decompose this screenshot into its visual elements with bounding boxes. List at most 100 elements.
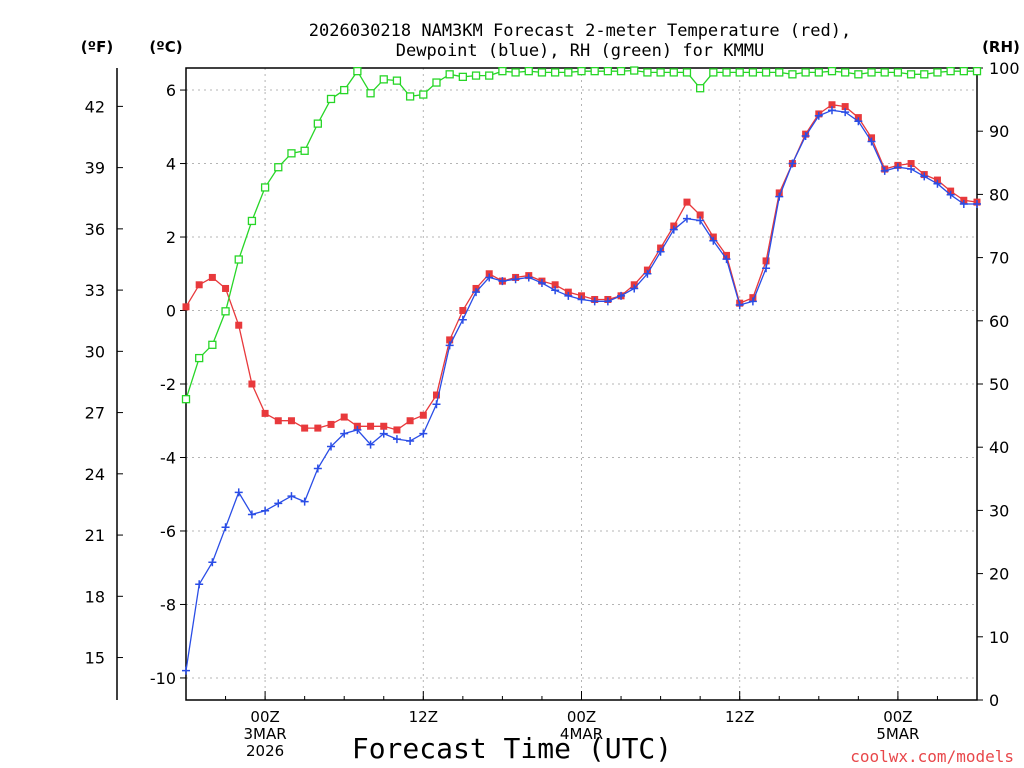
rh-point [933, 68, 942, 77]
2-meter-temperature-point [393, 426, 401, 434]
dewpoint-point [564, 291, 573, 300]
dewpoint-point [406, 436, 415, 445]
dewpoint-point [696, 216, 705, 225]
dewpoint-point [735, 301, 744, 309]
rh-point [392, 76, 402, 85]
rh-point [630, 66, 639, 75]
rh-series [181, 66, 982, 404]
dewpoint-point [300, 497, 309, 506]
rh-point [208, 340, 217, 349]
site-watermark: coolwx.com/models [850, 747, 1014, 766]
rh-point [880, 68, 889, 77]
2-meter-temperature-point [419, 411, 427, 419]
celsius-tick-label: -10 [150, 669, 176, 688]
dewpoint-point [208, 558, 217, 567]
rh-point [234, 255, 243, 264]
rh-point [616, 67, 626, 76]
dewpoint-point [221, 523, 230, 532]
rh-point [432, 78, 441, 87]
dewpoint-point [603, 297, 612, 306]
rh-point [669, 68, 678, 77]
rh-point [419, 90, 428, 99]
chart-title: 2026030218 NAM3KM Forecast 2-meter Tempe… [309, 21, 851, 61]
dewpoint-point [827, 106, 836, 115]
2-meter-temperature-point [446, 336, 454, 344]
rh-point [643, 68, 652, 77]
dewpoint-point [801, 131, 810, 140]
2-meter-temperature-point [195, 281, 203, 289]
rh-unit-label: (RH) [982, 38, 1020, 56]
fahrenheit-tick-label: 39 [85, 159, 105, 178]
rh-point [445, 70, 454, 79]
dewpoint-point [933, 179, 942, 188]
dewpoint-point [392, 435, 401, 444]
grid-lines [186, 68, 977, 700]
dewpoint-point [537, 278, 546, 287]
dewpoint-point [630, 284, 639, 293]
2-meter-temperature-point [340, 413, 348, 421]
dewpoint-point [841, 108, 850, 117]
x-tick-label: 5MAR [876, 725, 919, 743]
rh-point [471, 71, 481, 80]
dewpoint-point [656, 247, 665, 256]
dewpoint-point [287, 492, 296, 501]
rh-point [696, 84, 705, 93]
dewpoint-point [366, 440, 375, 449]
rh-tick-label: 80 [989, 185, 1009, 204]
dewpoint-point [590, 297, 599, 306]
dewpoint-point [485, 273, 494, 282]
rh-tick-label: 0 [989, 691, 999, 710]
rh-tick-label: 30 [989, 501, 1009, 520]
dewpoint-point [247, 510, 256, 519]
2-meter-temperature-point [696, 211, 704, 219]
dewpoint-point [788, 159, 797, 168]
rh-point [511, 68, 520, 77]
dewpoint-point [234, 488, 243, 497]
rh-tick-label: 90 [989, 122, 1009, 141]
x-tick-label: 00Z [883, 708, 912, 726]
rh-point [972, 67, 982, 76]
x-axis-title: Forecast Time (UTC) [352, 732, 672, 765]
2-meter-temperature-point [261, 409, 269, 417]
celsius-tick-label: -4 [160, 448, 176, 467]
rh-point [827, 67, 837, 76]
x-tick-label: 00Z [567, 708, 596, 726]
2-meter-temperature-point [432, 391, 440, 399]
fahrenheit-tick-label: 15 [85, 649, 105, 668]
x-tick-label: 12Z [725, 708, 754, 726]
2-meter-temperature-point [406, 417, 414, 425]
dewpoint-point [445, 341, 454, 350]
rh-tick-label: 50 [989, 375, 1009, 394]
dewpoint-point [643, 269, 652, 278]
2-meter-temperature-point [841, 103, 849, 111]
dewpoint-point [973, 199, 981, 208]
dewpoint-point [498, 277, 507, 286]
dewpoint-point [722, 255, 731, 264]
rh-point [260, 183, 270, 192]
dewpoint-point [959, 199, 968, 208]
rh-point [735, 68, 744, 77]
dewpoint-point [893, 163, 902, 172]
2-meter-temperature-point [907, 160, 915, 168]
rh-point [893, 68, 903, 77]
dewpoint-point [748, 297, 757, 306]
rh-point [537, 68, 547, 77]
rh-point [405, 92, 415, 101]
rh-point [524, 67, 533, 76]
rh-point [656, 68, 665, 77]
dewpoint-series [182, 106, 981, 675]
chart-title-line-1: 2026030218 NAM3KM Forecast 2-meter Tempe… [309, 21, 851, 41]
rh-point [709, 68, 718, 77]
x-tick-label: 3MAR [244, 725, 287, 743]
2-meter-temperature-point [301, 424, 309, 432]
celsius-tick-label: 4 [166, 155, 176, 174]
dewpoint-point [551, 286, 560, 295]
rh-tick-label: 60 [989, 312, 1009, 331]
dewpoint-point [762, 264, 771, 273]
rh-point [775, 68, 784, 77]
dewpoint-point [261, 506, 270, 515]
x-tick-label: 4MAR [560, 725, 603, 743]
rh-point [761, 68, 771, 77]
celsius-tick-label: -6 [160, 522, 176, 541]
x-tick-label: 2026 [246, 742, 284, 760]
